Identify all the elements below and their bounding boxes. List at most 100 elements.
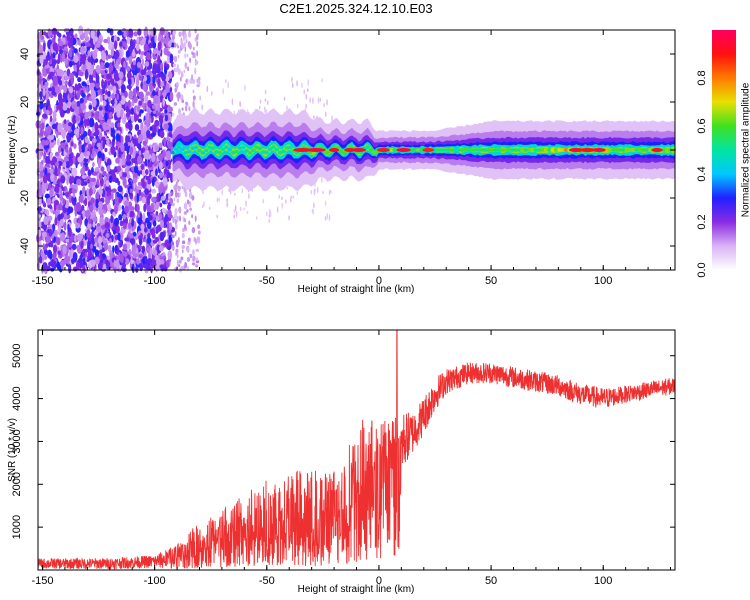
noise-blob: [171, 234, 175, 239]
noise-blob: [64, 191, 70, 197]
noise-blob: [48, 252, 53, 260]
noise-blob: [136, 192, 140, 203]
noise-blob: [258, 105, 261, 110]
noise-blob: [129, 38, 134, 48]
noise-blob: [143, 43, 149, 53]
noise-blob: [134, 265, 139, 273]
noise-blob: [269, 210, 272, 218]
colorbar-label: Normalized spectral amplitude: [741, 82, 750, 217]
noise-blob: [161, 73, 167, 82]
noise-blob: [136, 90, 140, 97]
noise-blob: [192, 249, 195, 256]
noise-blob: [194, 67, 197, 75]
carrier-core: [244, 149, 249, 153]
noise-blob: [140, 232, 143, 239]
noise-blob: [307, 79, 310, 87]
noise-blob: [158, 90, 161, 97]
noise-blob: [123, 222, 127, 230]
carrier-core: [459, 148, 465, 152]
noise-blob: [90, 243, 93, 250]
noise-blob: [165, 32, 169, 38]
noise-blob: [146, 237, 152, 244]
carrier-core: [550, 148, 555, 152]
carrier-core: [543, 148, 549, 152]
noise-blob: [188, 31, 192, 38]
noise-blob: [114, 63, 119, 69]
noise-blob: [166, 54, 170, 64]
noise-blob: [94, 236, 99, 243]
noise-blob: [189, 253, 193, 259]
carrier-core: [365, 145, 370, 149]
noise-blob: [164, 108, 168, 114]
noise-blob: [129, 146, 133, 156]
noise-blob: [73, 48, 78, 54]
hot-spot: [422, 148, 435, 152]
noise-blob: [153, 213, 157, 218]
noise-blob: [79, 254, 83, 262]
noise-blob: [324, 200, 327, 207]
noise-blob: [123, 200, 130, 207]
noise-blob: [158, 142, 163, 149]
noise-blob: [122, 172, 127, 178]
noise-blob: [49, 151, 53, 161]
noise-blob: [63, 85, 67, 94]
noise-blob: [165, 83, 170, 94]
noise-blob: [317, 186, 319, 194]
carrier-core: [624, 148, 629, 152]
y-tick-label: 5000: [11, 343, 23, 367]
noise-blob: [114, 204, 118, 215]
noise-blob: [101, 152, 105, 162]
noise-blob: [176, 43, 179, 48]
carrier-core: [641, 148, 646, 152]
noise-blob: [82, 209, 86, 219]
y-tick-label: 20: [19, 96, 31, 108]
noise-blob: [96, 142, 102, 148]
noise-blob: [48, 59, 53, 65]
carrier-core: [466, 148, 471, 152]
noise-blob: [167, 204, 171, 211]
noise-blob: [66, 109, 70, 114]
y-tick-label: 2000: [11, 472, 23, 496]
noise-blob: [289, 198, 292, 203]
noise-blob: [62, 198, 66, 205]
noise-blob: [137, 118, 143, 123]
noise-blob: [87, 169, 92, 177]
noise-blob: [184, 224, 187, 230]
noise-blob: [59, 218, 64, 227]
noise-blob: [77, 156, 83, 163]
noise-blob: [67, 223, 70, 233]
noise-blob: [188, 42, 192, 50]
noise-blob: [71, 175, 75, 184]
noise-blob: [119, 220, 124, 227]
noise-blob: [101, 51, 107, 62]
noise-blob: [55, 185, 60, 194]
noise-blob: [181, 70, 183, 78]
noise-blob: [68, 122, 73, 127]
noise-blob: [60, 232, 66, 242]
x-tick-label: 0: [376, 275, 382, 287]
noise-blob: [301, 82, 303, 88]
noise-blob: [265, 109, 268, 115]
noise-blob: [54, 162, 60, 167]
noise-blob: [78, 143, 83, 154]
noise-blob: [54, 231, 57, 238]
noise-blob: [216, 197, 219, 203]
noise-blob: [116, 193, 122, 198]
noise-blob: [288, 215, 290, 221]
x-tick-label: 0: [376, 575, 382, 587]
noise-blob: [330, 190, 332, 194]
noise-blob: [216, 214, 218, 219]
carrier-core: [513, 148, 518, 152]
carrier-core: [449, 148, 455, 152]
noise-blob: [128, 90, 134, 100]
noise-blob: [67, 206, 72, 214]
noise-blob: [104, 147, 108, 153]
carrier-core: [607, 148, 613, 152]
carrier-core: [170, 150, 175, 155]
carrier-core: [564, 148, 569, 152]
noise-blob: [178, 108, 181, 115]
noise-blob: [79, 112, 85, 117]
noise-blob: [163, 66, 168, 75]
carrier-core: [368, 148, 374, 152]
noise-blob: [73, 235, 77, 243]
